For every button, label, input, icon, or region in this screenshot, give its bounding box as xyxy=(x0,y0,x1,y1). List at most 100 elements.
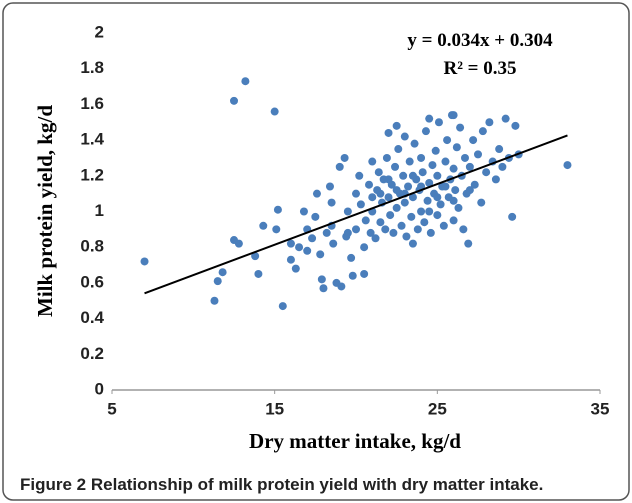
point xyxy=(312,189,321,198)
point xyxy=(449,164,458,173)
point xyxy=(386,211,395,220)
point xyxy=(433,193,442,202)
point xyxy=(291,264,300,273)
point xyxy=(273,205,282,214)
point xyxy=(347,253,356,262)
point xyxy=(491,175,500,184)
point xyxy=(311,212,320,221)
point xyxy=(340,153,349,162)
point xyxy=(295,243,304,252)
point xyxy=(376,218,385,227)
point xyxy=(495,145,504,154)
point xyxy=(482,168,491,177)
point xyxy=(451,186,460,195)
point xyxy=(426,228,435,237)
point xyxy=(478,127,487,136)
point xyxy=(477,198,486,207)
point xyxy=(213,277,222,286)
point xyxy=(421,127,430,136)
point xyxy=(230,236,238,245)
point xyxy=(485,118,494,127)
point xyxy=(400,198,409,207)
point xyxy=(343,207,352,216)
point xyxy=(408,193,417,202)
r-squared: R² = 0.35 xyxy=(444,58,517,79)
point xyxy=(425,178,434,187)
point xyxy=(270,107,279,116)
y-tick-label: 1.2 xyxy=(80,165,104,184)
point xyxy=(423,196,432,205)
point xyxy=(397,221,406,230)
equation: y = 0.034x + 0.304 xyxy=(407,30,553,51)
y-tick-label: 1.4 xyxy=(80,130,104,149)
point xyxy=(392,186,401,195)
point xyxy=(210,296,219,305)
point xyxy=(439,221,448,230)
point xyxy=(449,111,458,120)
point xyxy=(259,221,268,230)
point xyxy=(454,203,463,212)
point xyxy=(389,228,398,237)
point xyxy=(436,200,445,209)
point xyxy=(368,193,377,202)
caption-label: Figure 2 xyxy=(20,475,86,494)
point xyxy=(337,282,346,291)
point xyxy=(452,143,461,152)
y-tick-label: 0.6 xyxy=(80,272,104,291)
point xyxy=(376,189,385,198)
point xyxy=(299,207,308,216)
point xyxy=(433,211,442,220)
point xyxy=(469,136,478,145)
point xyxy=(343,228,352,237)
point xyxy=(474,150,482,159)
point xyxy=(317,275,326,284)
point xyxy=(355,171,364,180)
point xyxy=(501,114,510,123)
point xyxy=(417,207,426,216)
point xyxy=(563,161,572,170)
point xyxy=(459,225,468,234)
point xyxy=(319,284,328,293)
point xyxy=(384,128,393,137)
point xyxy=(356,200,365,209)
point xyxy=(382,153,391,162)
point xyxy=(352,189,360,198)
point xyxy=(443,136,452,145)
point xyxy=(431,146,440,155)
point xyxy=(366,228,375,237)
point xyxy=(400,132,409,141)
point xyxy=(384,193,393,202)
point xyxy=(441,157,450,166)
y-tick-label: 1.8 xyxy=(80,58,104,77)
point xyxy=(464,239,473,248)
caption-text: Relationship of milk protein yield with … xyxy=(91,475,543,494)
point xyxy=(404,182,413,191)
y-tick-label: 0.8 xyxy=(80,237,104,256)
point xyxy=(272,225,281,234)
point xyxy=(465,162,474,171)
point xyxy=(418,168,427,177)
point xyxy=(230,96,238,105)
point xyxy=(365,180,374,189)
point xyxy=(391,162,400,171)
point xyxy=(218,268,227,277)
point xyxy=(286,239,295,248)
point xyxy=(441,182,450,191)
point xyxy=(417,153,426,162)
point xyxy=(392,121,401,130)
point xyxy=(325,182,334,191)
point xyxy=(335,162,344,171)
point xyxy=(327,198,336,207)
point xyxy=(449,196,458,205)
point xyxy=(402,232,411,241)
point xyxy=(407,212,416,221)
point xyxy=(140,257,149,266)
y-tick-label: 1.6 xyxy=(80,94,104,113)
y-tick-label: 1 xyxy=(95,201,104,220)
point xyxy=(371,234,380,243)
point xyxy=(374,168,383,177)
point xyxy=(470,180,479,189)
point xyxy=(508,212,517,221)
point xyxy=(303,246,312,255)
